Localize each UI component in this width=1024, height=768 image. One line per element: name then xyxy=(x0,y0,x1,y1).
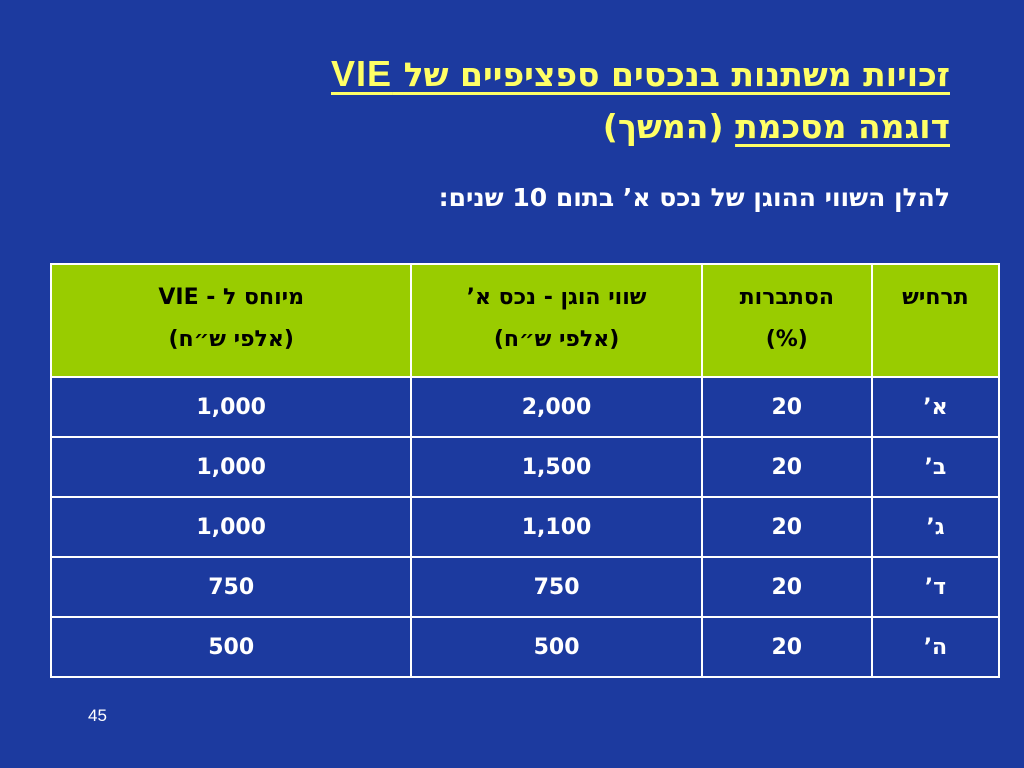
table-row: ג’ 20 1,100 1,000 xyxy=(49,496,1001,558)
header-scenario-label: תרחיש xyxy=(902,285,969,310)
table-row: א’ 20 2,000 1,000 xyxy=(49,376,1001,438)
cell-scenario: א’ xyxy=(870,376,1001,438)
cell-attributed-vie: 1,000 xyxy=(49,496,413,558)
header-fair-value-label: שווי הוגן - נכס א’ xyxy=(466,285,647,310)
header-scenario: תרחיש xyxy=(870,263,1001,378)
cell-scenario: ב’ xyxy=(870,436,1001,498)
cell-probability: 20 xyxy=(700,616,873,678)
page-number: 45 xyxy=(88,706,107,725)
title-line-2: דוגמה מסכמת (המשך) xyxy=(70,101,950,153)
header-probability-label: הסתברות xyxy=(739,285,834,310)
title-line-2-suffix: (המשך) xyxy=(602,107,724,146)
cell-fair-value: 500 xyxy=(410,616,703,678)
cell-scenario: ד’ xyxy=(870,556,1001,618)
title-line-2-text: דוגמה מסכמת xyxy=(735,107,950,146)
table-row: ב’ 20 1,500 1,000 xyxy=(49,436,1001,498)
cell-attributed-vie: 1,000 xyxy=(49,436,413,498)
header-attributed-vie: מיוחס ל - VIE (אלפי ש״ח) xyxy=(49,263,413,378)
title-vie: VIE xyxy=(331,53,393,94)
slide-title: זכויות משתנות בנכסים ספציפיים של VIE דוג… xyxy=(70,48,950,153)
cell-attributed-vie: 1,000 xyxy=(49,376,413,438)
scenario-table: תרחיש הסתברות (%) שווי הוגן - נכס א’ (אל… xyxy=(49,263,1001,678)
table-row: ה’ 20 500 500 xyxy=(49,616,1001,678)
title-line-1: זכויות משתנות בנכסים ספציפיים של VIE xyxy=(70,48,950,101)
cell-probability: 20 xyxy=(700,496,873,558)
header-fair-value-sub: (אלפי ש״ח) xyxy=(493,327,620,352)
cell-probability: 20 xyxy=(700,436,873,498)
header-probability-sub: (%) xyxy=(765,327,808,352)
table-header-row: תרחיש הסתברות (%) שווי הוגן - נכס א’ (אל… xyxy=(49,263,1001,378)
cell-attributed-vie: 500 xyxy=(49,616,413,678)
cell-attributed-vie: 750 xyxy=(49,556,413,618)
cell-fair-value: 1,500 xyxy=(410,436,703,498)
header-attributed-vie-sub: (אלפי ש״ח) xyxy=(168,327,294,352)
cell-fair-value: 2,000 xyxy=(410,376,703,438)
cell-scenario: ה’ xyxy=(870,616,1001,678)
cell-scenario: ג’ xyxy=(870,496,1001,558)
table-row: ד’ 20 750 750 xyxy=(49,556,1001,618)
slide-subtitle: להלן השווי ההוגן של נכס א’ בתום 10 שנים: xyxy=(438,183,950,212)
cell-probability: 20 xyxy=(700,376,873,438)
cell-probability: 20 xyxy=(700,556,873,618)
header-attributed-vie-label: מיוחס ל - VIE xyxy=(158,285,305,310)
header-probability: הסתברות (%) xyxy=(700,263,873,378)
title-line-1-text: זכויות משתנות בנכסים ספציפיים של xyxy=(403,55,950,94)
cell-fair-value: 1,100 xyxy=(410,496,703,558)
header-fair-value: שווי הוגן - נכס א’ (אלפי ש״ח) xyxy=(410,263,703,378)
cell-fair-value: 750 xyxy=(410,556,703,618)
